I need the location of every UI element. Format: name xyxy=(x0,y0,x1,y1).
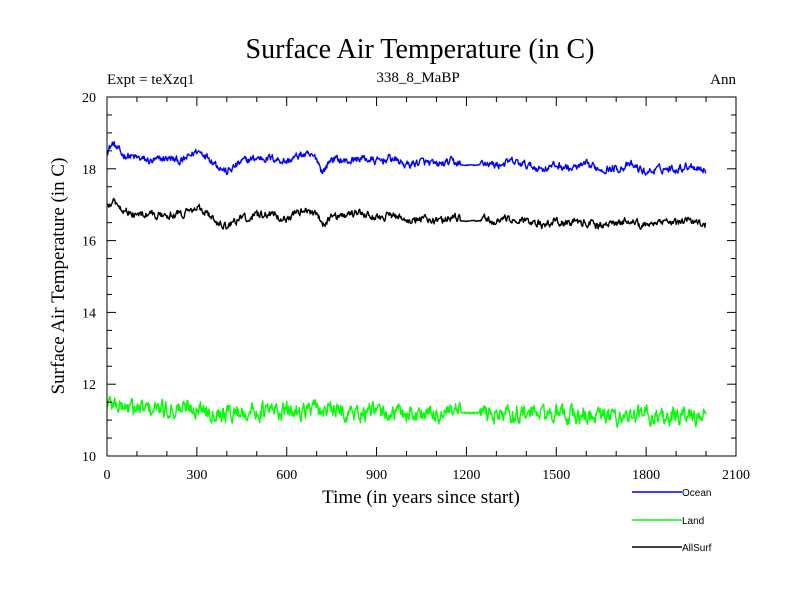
series-line-allsurf xyxy=(106,197,707,230)
legend: Ocean Land AllSurf xyxy=(632,488,712,554)
y-tick-label: 12 xyxy=(82,378,96,393)
x-axis-label: Time (in years since start) xyxy=(322,487,520,508)
series-line-land xyxy=(106,396,707,429)
series-line-ocean xyxy=(106,141,707,176)
x-tick-label: 2100 xyxy=(722,468,750,483)
season-label: Ann xyxy=(710,72,736,88)
y-tick-label: 18 xyxy=(82,163,96,178)
plot-frame xyxy=(106,96,737,457)
x-tick-label: 900 xyxy=(366,468,387,483)
chart-title: Surface Air Temperature (in C) xyxy=(246,34,595,65)
y-tick-label: 16 xyxy=(82,235,96,250)
ticks-layer: 0 300 600 900 1200 1500 1800 2100 10 12 14 16 18 20 xyxy=(82,91,750,483)
y-tick-label: 20 xyxy=(82,91,96,106)
period-label: 338_8_MaBP xyxy=(376,70,459,86)
experiment-label: Expt = teXzq1 xyxy=(107,72,195,88)
x-tick-label: 1800 xyxy=(632,468,660,483)
x-tick-label: 600 xyxy=(276,468,297,483)
x-tick-label: 1200 xyxy=(452,468,480,483)
x-tick-label: 300 xyxy=(186,468,207,483)
y-axis-label: Surface Air Temperature (in C) xyxy=(48,158,69,395)
y-tick-label: 10 xyxy=(82,450,96,465)
legend-label-allsurf: AllSurf xyxy=(682,543,712,554)
x-tick-label: 1500 xyxy=(542,468,570,483)
legend-label-land: Land xyxy=(682,516,704,527)
x-tick-label: 0 xyxy=(104,468,111,483)
legend-label-ocean: Ocean xyxy=(682,488,711,499)
y-tick-label: 14 xyxy=(82,306,96,321)
series-layer xyxy=(106,141,707,429)
